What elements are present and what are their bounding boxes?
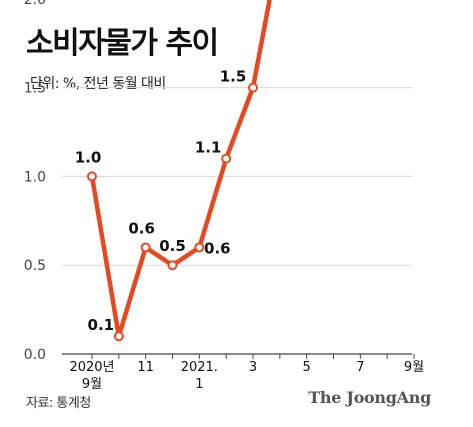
y-tick-label: 1.0 [24,169,46,185]
y-tick-label: 1.5 [24,81,46,97]
data-label: 1.1 [195,139,222,157]
series-line [89,0,272,339]
data-point [113,331,124,342]
data-point [221,153,232,164]
x-tick-label: 2020년 [69,360,114,375]
data-label: 0.1 [88,316,115,334]
x-tick-label: 1 [195,377,203,392]
data-point [248,82,258,93]
x-tick-label: 9월 [404,360,424,375]
y-tick-label: 0.0 [24,347,46,363]
x-tick-label: 7 [356,360,364,375]
x-tick-label: 3 [249,360,257,375]
x-tick-label: 9월 [82,377,102,392]
source-note: 자료: 통계청 [26,396,91,411]
chart-title: 소비자물가 추이 [26,26,219,61]
data-label: 1.5 [220,68,247,86]
data-label: 0.5 [159,237,186,255]
data-label: 0.6 [128,219,155,237]
y-tick-label: 0.5 [24,258,46,274]
x-tick-label: 11 [137,360,154,375]
data-point [167,260,178,271]
y-tick-label: 2.0 [24,0,46,8]
brand-logo: The JoongAng [308,388,431,407]
data-point [140,242,151,253]
x-tick-label: 5 [303,360,311,375]
data-label: 0.6 [204,239,231,257]
data-label: 1.0 [75,148,102,166]
data-point [194,242,205,253]
x-tick-label: 2021. [181,360,218,375]
data-point [87,171,97,182]
